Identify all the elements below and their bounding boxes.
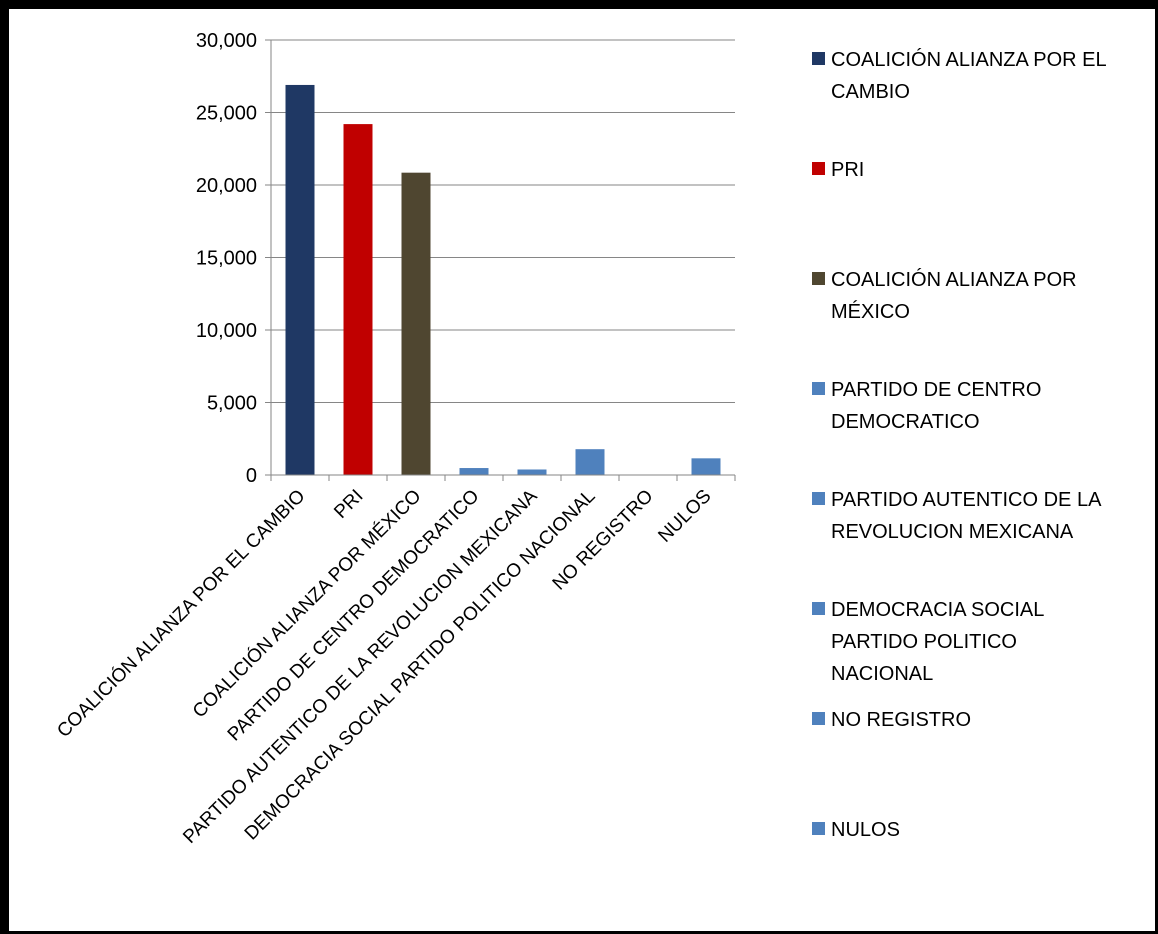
legend-label: DEMOCRATICO bbox=[831, 411, 980, 433]
legend-swatch bbox=[812, 52, 825, 65]
legend-entry: PARTIDO DE CENTRO DEMOCRATICO bbox=[812, 379, 1041, 433]
legend-swatch bbox=[812, 492, 825, 505]
bar bbox=[517, 469, 547, 475]
legend-entry: PRI bbox=[812, 159, 864, 181]
bars bbox=[285, 84, 721, 476]
legend-label: CAMBIO bbox=[831, 81, 910, 103]
y-tick-label: 20,000 bbox=[196, 175, 257, 197]
y-tick-label: 0 bbox=[246, 465, 257, 487]
legend-label: REVOLUCION MEXICANA bbox=[831, 521, 1074, 543]
legend-label: NO REGISTRO bbox=[831, 709, 971, 731]
legend-label: PARTIDO AUTENTICO DE LA bbox=[831, 489, 1102, 511]
legend-label: COALICIÓN ALIANZA POR bbox=[831, 268, 1077, 291]
legend-label: PRI bbox=[831, 159, 864, 181]
legend-label: PARTIDO POLITICO bbox=[831, 631, 1017, 653]
legend-entry: NULOS bbox=[812, 819, 900, 841]
bar bbox=[575, 449, 605, 475]
legend-entry: COALICIÓN ALIANZA POR EL CAMBIO bbox=[812, 48, 1107, 103]
legend-label: COALICIÓN ALIANZA POR EL bbox=[831, 48, 1107, 71]
bar bbox=[285, 84, 315, 475]
legend-entry: DEMOCRACIA SOCIAL PARTIDO POLITICO NACIONA… bbox=[812, 599, 1044, 685]
legend-label: PARTIDO DE CENTRO bbox=[831, 379, 1041, 401]
legend-label: NACIONAL bbox=[831, 663, 933, 685]
y-tick-label: 25,000 bbox=[196, 103, 257, 125]
x-tick-label: PRI bbox=[330, 486, 367, 523]
x-tick-label: NULOS bbox=[654, 486, 715, 547]
legend-swatch bbox=[812, 822, 825, 835]
gridlines bbox=[271, 39, 735, 403]
bar bbox=[691, 458, 721, 475]
legend-label: NULOS bbox=[831, 819, 900, 841]
y-tick-label: 10,000 bbox=[196, 320, 257, 342]
x-axis-ticks: COALICIÓN ALIANZA POR EL CAMBIO PRICOALIC… bbox=[53, 475, 736, 848]
legend-swatch bbox=[812, 382, 825, 395]
legend-swatch bbox=[812, 162, 825, 175]
legend-entry: PARTIDO AUTENTICO DE LA REVOLUCION MEXICA… bbox=[812, 489, 1102, 543]
bar bbox=[343, 124, 373, 475]
legend-label: DEMOCRACIA SOCIAL bbox=[831, 599, 1044, 621]
bar bbox=[459, 468, 489, 475]
y-tick-label: 15,000 bbox=[196, 248, 257, 270]
y-axis-ticks: 0 5,000 10,000 15,000 20,000 25,000 30,000 bbox=[196, 30, 271, 487]
legend-entry: NO REGISTRO bbox=[812, 709, 971, 731]
legend-label: MÉXICO bbox=[831, 300, 910, 323]
legend-swatch bbox=[812, 602, 825, 615]
legend: COALICIÓN ALIANZA POR EL CAMBIO PRI COALICI… bbox=[812, 48, 1107, 841]
x-tick-label: NO REGISTRO bbox=[549, 486, 658, 595]
bar bbox=[401, 172, 431, 476]
legend-swatch bbox=[812, 272, 825, 285]
legend-swatch bbox=[812, 712, 825, 725]
y-tick-label: 30,000 bbox=[196, 30, 257, 52]
y-tick-label: 5,000 bbox=[207, 393, 257, 415]
legend-entry: COALICIÓN ALIANZA POR MÉXICO bbox=[812, 268, 1077, 323]
